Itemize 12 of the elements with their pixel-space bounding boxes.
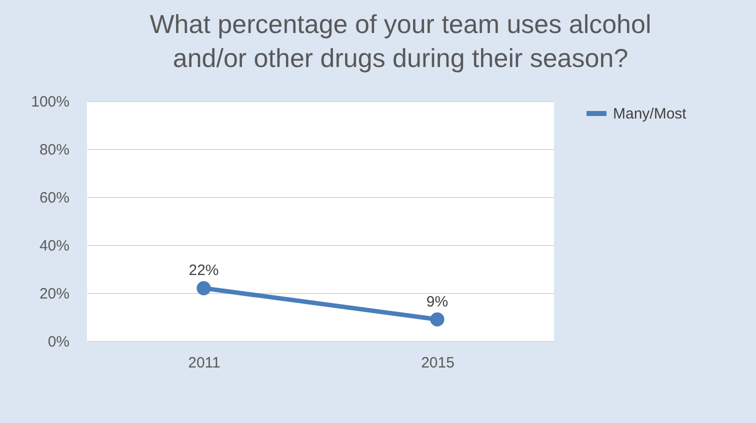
y-tick-label: 0% — [48, 334, 70, 350]
y-tick-label: 60% — [39, 190, 70, 206]
data-label: 9% — [426, 293, 448, 310]
data-label: 22% — [188, 262, 219, 280]
y-tick-label: 100% — [31, 94, 70, 110]
x-tick-label: 2011 — [188, 354, 220, 372]
legend-label: Many/Most — [613, 106, 688, 122]
x-tick-label: 2015 — [421, 354, 454, 372]
y-tick-label: 20% — [39, 286, 70, 302]
y-tick-label: 80% — [39, 142, 70, 158]
y-tick-label: 40% — [39, 238, 70, 254]
chart-title: What percentage of your team uses alcohol and/or other drugs during their season? — [150, 9, 652, 73]
